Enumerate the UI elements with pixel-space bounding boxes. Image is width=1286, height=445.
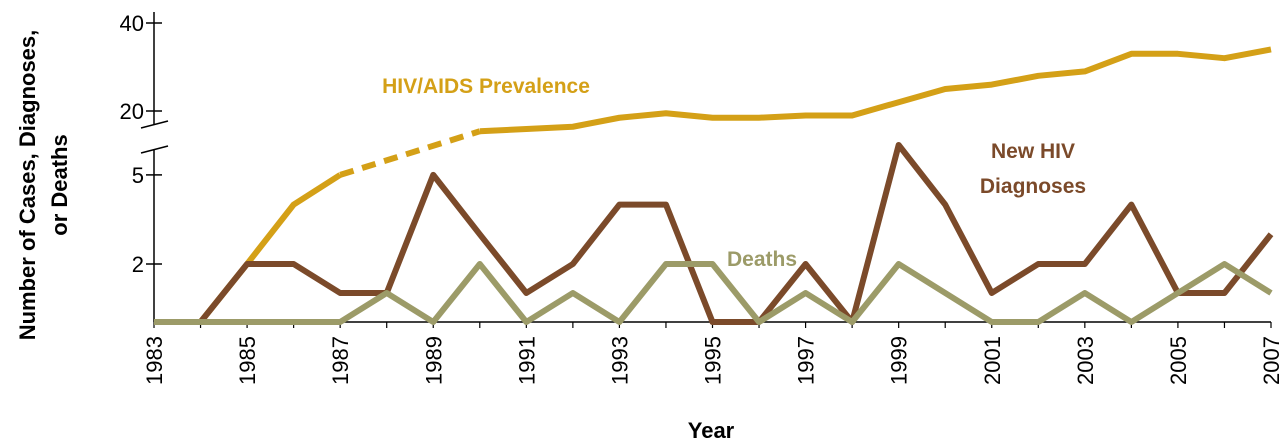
y-axis: 2 5 20 40: [120, 11, 169, 322]
x-tick-label: 1987: [328, 336, 353, 385]
x-tick-label: 1999: [887, 336, 912, 385]
x-tick-label: 1983: [142, 336, 167, 385]
y-tick-label: 40: [120, 11, 144, 36]
y-tick-label: 2: [132, 252, 144, 277]
x-tick-label: 1995: [701, 336, 726, 385]
x-tick-label: 2007: [1259, 336, 1284, 385]
y-axis-break-mark: [140, 120, 169, 129]
x-tick-label: 1989: [421, 336, 446, 385]
series-label-new-diagnoses-line-1: New HIV: [991, 140, 1075, 163]
series-line-deaths: [154, 261, 1273, 325]
series-line-hiv-aids-prevalence: [154, 172, 342, 325]
x-tick-label: 2003: [1073, 336, 1098, 385]
x-axis-title: Year: [688, 418, 735, 443]
series-label-prevalence: HIV/AIDS Prevalence: [382, 75, 590, 98]
y-axis-break-mark: [140, 145, 169, 154]
series-label-deaths: Deaths: [727, 248, 797, 271]
x-tick-label: 1993: [607, 336, 632, 385]
series-dashed-gap: [339, 128, 481, 178]
x-tick-label: 1997: [794, 336, 819, 385]
x-tick-label: 2005: [1166, 336, 1191, 385]
y-axis-title-line-1: Number of Cases, Diagnoses,: [15, 30, 40, 341]
x-tick-label: 1985: [235, 336, 260, 385]
series-label-new-diagnoses-line-2: Diagnoses: [980, 175, 1086, 198]
x-axis: 1983 1985 1987 1989 1991 1993 1995 1997 1999 2001…: [142, 321, 1284, 385]
y-axis-title-line-2: or Deaths: [47, 134, 72, 235]
series-line-hiv-aids-prevalence: [479, 46, 1272, 135]
y-tick-label: 5: [132, 163, 144, 188]
y-tick-label: 20: [120, 99, 144, 124]
series-layer: [154, 46, 1274, 325]
x-tick-label: 1991: [514, 336, 539, 385]
x-tick-label: 2001: [980, 336, 1005, 385]
series-line-new-hiv-diagnoses: [154, 142, 1274, 325]
